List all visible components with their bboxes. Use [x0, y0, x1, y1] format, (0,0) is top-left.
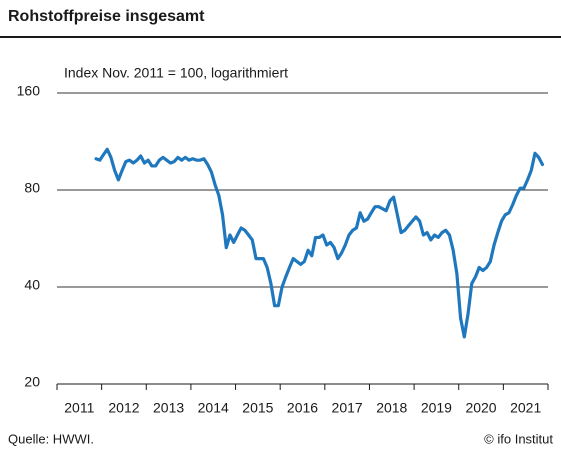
x-tick-label: 2020: [465, 400, 496, 416]
y-tick-label: 160: [17, 83, 41, 99]
subtitle: Index Nov. 2011 = 100, logarithmiert: [64, 65, 288, 81]
x-tick-label: 2012: [108, 400, 139, 416]
x-tick-label: 2016: [287, 400, 318, 416]
y-tick-label: 20: [24, 374, 40, 390]
x-tick-label: 2017: [332, 400, 363, 416]
y-tick-label: 80: [24, 180, 40, 196]
x-tick-label: 2021: [510, 400, 541, 416]
x-tick-label: 2018: [376, 400, 407, 416]
y-tick-label: 40: [24, 277, 40, 293]
x-tick-label: 2011: [64, 400, 94, 416]
source: Quelle: HWWI.: [8, 431, 94, 446]
x-tick-label: 2014: [198, 400, 229, 416]
price-line: [94, 147, 545, 339]
chart-title: Rohstoffpreise insgesamt: [8, 8, 205, 25]
x-tick-label: 2013: [153, 400, 184, 416]
title-rule: [0, 36, 561, 38]
x-tick-label: 2015: [242, 400, 273, 416]
x-tick-label: 2019: [421, 400, 452, 416]
credit: © ifo Institut: [484, 431, 553, 446]
